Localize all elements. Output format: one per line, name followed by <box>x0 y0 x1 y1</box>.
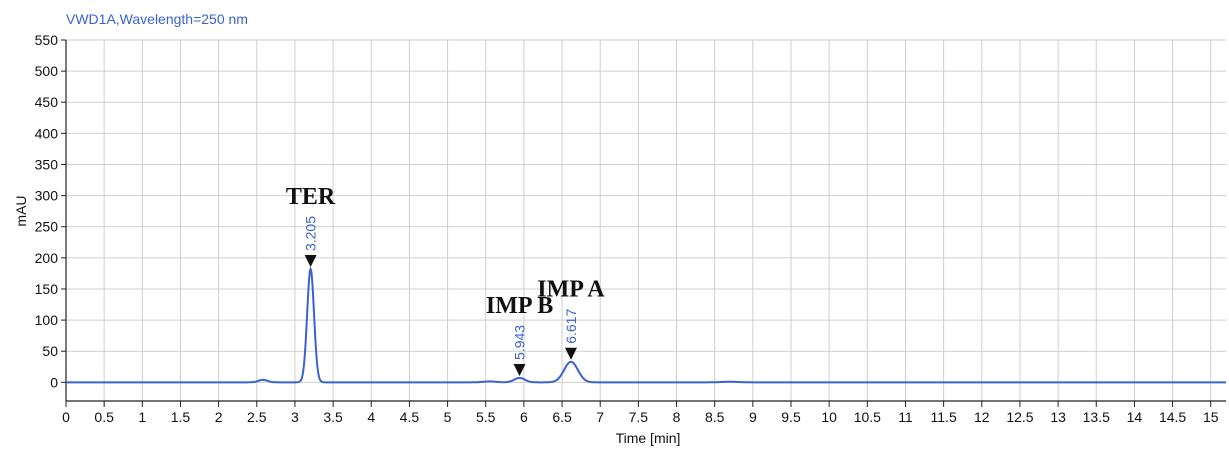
y-tick-label: 450 <box>35 94 59 110</box>
x-tick-label: 6.5 <box>552 409 572 425</box>
plot-grid <box>65 39 1226 401</box>
peak-name-label: IMP B <box>486 293 553 319</box>
x-tick-label: 11.5 <box>931 409 957 425</box>
x-tick-label: 5.5 <box>476 409 496 425</box>
x-tick-label: 1 <box>138 409 146 425</box>
x-tick-label: 7.5 <box>629 409 649 425</box>
x-tick-label: 14.5 <box>1159 409 1186 425</box>
y-axis-ticks: 0 50 100 150 200 250 300 350 400 450 500 550 <box>35 32 66 390</box>
peak-retention-time-label: 5.943 <box>512 325 528 360</box>
x-tick-label: 4 <box>367 409 375 425</box>
x-axis-label: Time [min] <box>616 430 681 446</box>
x-tick-label: 5 <box>444 409 452 425</box>
x-tick-label: 12.5 <box>1006 409 1033 425</box>
peak-marker <box>513 363 526 376</box>
x-axis-ticks: 0 0.5 1 1.5 2 2.5 3 3.5 4 4.5 5 5.5 6 6.5 7 7.5 8 8.5 9 9.5… <box>62 401 1219 425</box>
peak-marker <box>304 255 317 268</box>
peak-retention-time-label: 6.617 <box>563 309 579 344</box>
x-tick-label: 10.5 <box>854 409 881 425</box>
x-tick-label: 3 <box>291 409 299 425</box>
x-tick-label: 1.5 <box>171 409 191 425</box>
y-axis-label: mAU <box>13 195 29 226</box>
y-tick-label: 200 <box>35 250 59 266</box>
x-tick-label: 2.5 <box>247 409 267 425</box>
x-tick-label: 6 <box>520 409 528 425</box>
x-tick-label: 9.5 <box>781 409 801 425</box>
x-tick-label: 13 <box>1050 409 1066 425</box>
y-tick-label: 550 <box>35 32 59 48</box>
x-tick-label: 14 <box>1127 409 1143 425</box>
x-tick-label: 15 <box>1203 409 1219 425</box>
x-tick-label: 0.5 <box>94 409 114 425</box>
peak-annotations: 3.205 TER 5.943 IMP B 6.617 IMP A <box>286 184 605 376</box>
x-tick-label: 12 <box>974 409 990 425</box>
x-tick-label: 11 <box>898 409 913 425</box>
peak-marker <box>564 347 577 360</box>
chart-title: VWD1A,Wavelength=250 nm <box>66 11 248 27</box>
x-tick-label: 0 <box>62 409 70 425</box>
peak-retention-time-label: 3.205 <box>303 216 319 251</box>
x-tick-label: 8.5 <box>705 409 725 425</box>
y-tick-label: 400 <box>35 125 59 141</box>
y-tick-label: 100 <box>35 312 59 328</box>
x-tick-label: 9 <box>749 409 757 425</box>
y-tick-label: 150 <box>35 281 59 297</box>
y-tick-label: 50 <box>42 343 58 359</box>
x-tick-label: 7 <box>596 409 604 425</box>
x-tick-label: 13.5 <box>1083 409 1110 425</box>
peak-name-label: TER <box>286 184 336 210</box>
x-tick-label: 3.5 <box>323 409 343 425</box>
peak-name-label: IMP A <box>537 277 605 303</box>
x-tick-label: 8 <box>673 409 681 425</box>
y-tick-label: 0 <box>50 374 58 390</box>
y-tick-label: 250 <box>35 219 59 235</box>
x-tick-label: 10 <box>821 409 837 425</box>
x-tick-label: 2 <box>215 409 223 425</box>
plot-axes <box>65 40 1226 402</box>
y-tick-label: 500 <box>35 63 59 79</box>
y-tick-label: 300 <box>35 188 59 204</box>
x-tick-label: 4.5 <box>400 409 420 425</box>
chromatogram-trace <box>66 266 1226 384</box>
y-tick-label: 350 <box>35 156 59 172</box>
